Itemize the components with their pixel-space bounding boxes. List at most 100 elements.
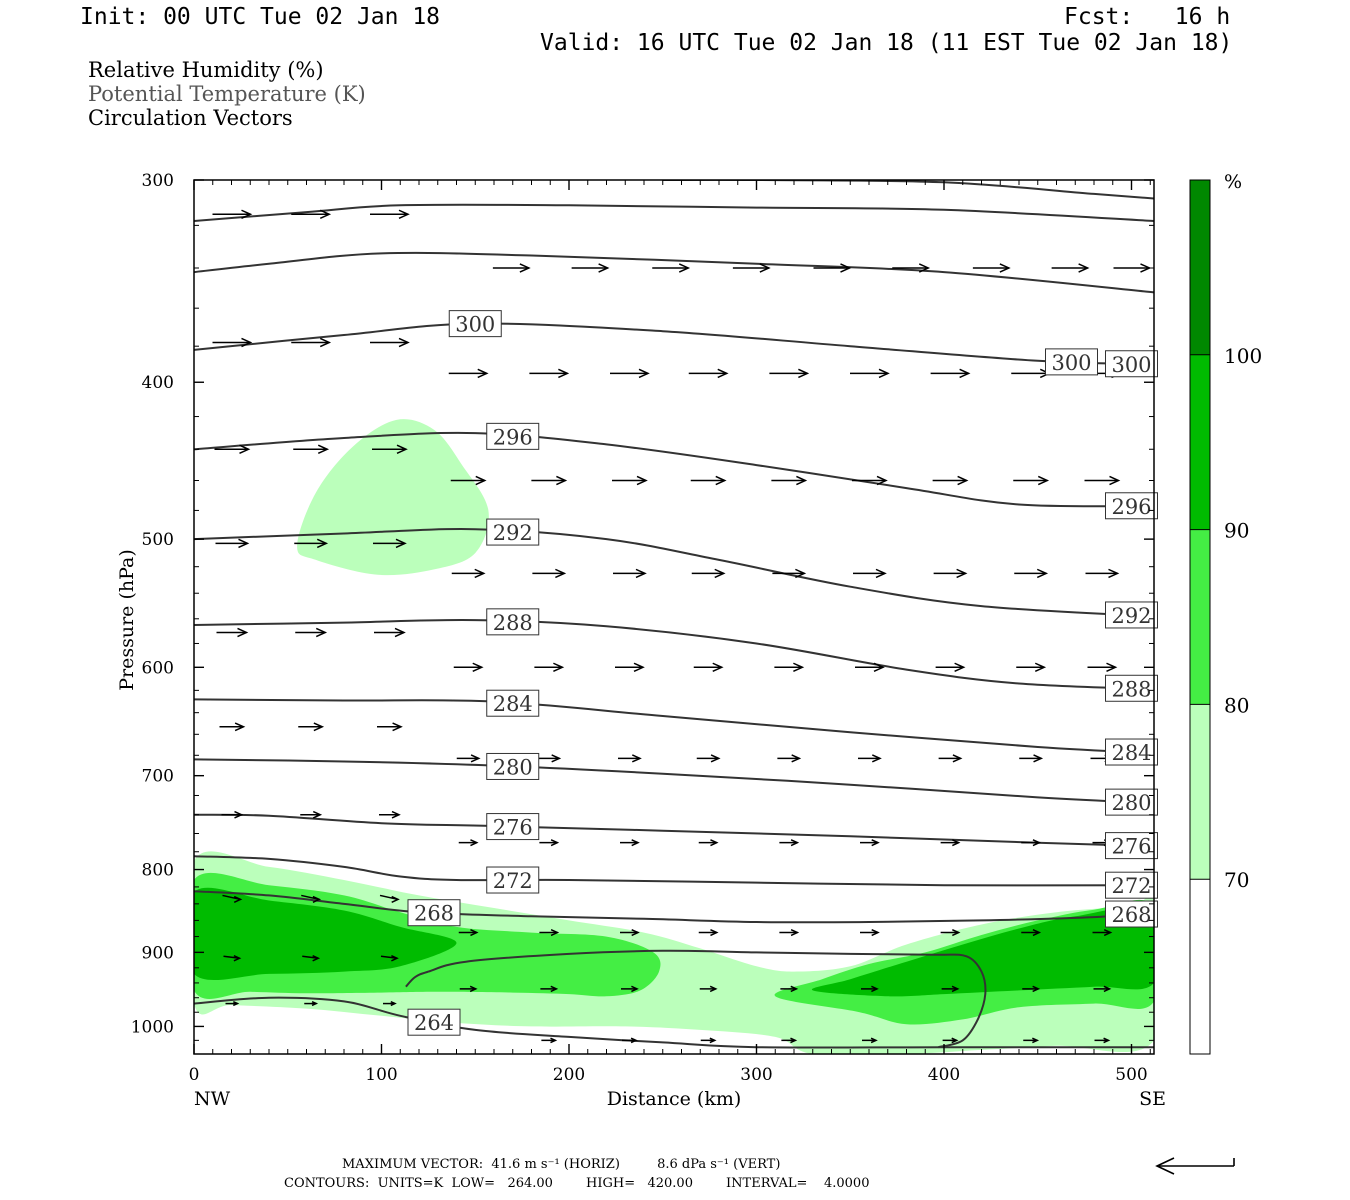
vector-arrow xyxy=(379,810,401,819)
vector-head xyxy=(550,929,560,937)
vector-head xyxy=(395,538,407,549)
vector-arrow xyxy=(300,810,323,819)
vector-head xyxy=(319,337,332,348)
vector-head xyxy=(709,1037,717,1044)
vector-head xyxy=(550,985,559,993)
vector-arrow xyxy=(380,955,399,962)
theta-label-box xyxy=(486,752,540,780)
vector-arrow xyxy=(448,368,489,379)
vector-arrow xyxy=(1021,839,1042,847)
theta-contour-264 xyxy=(194,996,1154,1049)
vector-arrow xyxy=(771,475,808,486)
vector-arrow xyxy=(855,662,885,673)
vector-head xyxy=(312,810,323,819)
theta-contour-layer xyxy=(194,180,1154,1049)
theta-label-268: 268 xyxy=(1105,900,1158,928)
vector-arrow xyxy=(532,568,567,579)
vector-arrow xyxy=(615,662,645,673)
vector-head xyxy=(233,895,243,903)
vector-arrow xyxy=(541,1037,558,1044)
vector-arrow xyxy=(531,475,568,486)
vector-arrow xyxy=(612,475,648,486)
vector-arrow xyxy=(691,568,726,579)
vector-head xyxy=(391,895,400,903)
vector-head xyxy=(472,662,484,673)
vector-arrow xyxy=(370,337,410,348)
vector-arrow xyxy=(370,209,410,220)
theta-label-text: 272 xyxy=(1111,874,1151,898)
vector-arrow xyxy=(304,1000,319,1007)
vector-head xyxy=(714,568,726,579)
vector-arrow xyxy=(777,754,802,763)
vector-arrow xyxy=(1011,368,1052,379)
theta-label-text: 300 xyxy=(1111,353,1151,377)
theta-label-text: 300 xyxy=(455,313,495,337)
theta-contour-304 xyxy=(194,251,1154,294)
vector-arrow xyxy=(451,568,486,579)
vector-arrow xyxy=(618,754,642,763)
max-vector-info: MAXIMUM VECTOR: 41.6 m s⁻¹ (HORIZ) 8.6 d… xyxy=(342,1157,781,1172)
theta-label-text: 292 xyxy=(493,521,533,545)
vector-head xyxy=(796,475,808,486)
vector-arrow xyxy=(621,985,639,993)
field-title-vectors: Circulation Vectors xyxy=(88,106,293,130)
theta-label-box xyxy=(486,866,540,894)
vector-head xyxy=(631,929,640,937)
vector-arrow xyxy=(291,337,332,348)
vector-head xyxy=(873,662,885,673)
vector-arrow xyxy=(850,368,890,379)
vector-head xyxy=(795,568,807,579)
theta-label-272: 272 xyxy=(1105,871,1158,899)
vector-head xyxy=(875,568,887,579)
vector-head xyxy=(638,368,650,379)
vector-arrow xyxy=(1023,1037,1040,1044)
vector-head xyxy=(315,627,328,638)
vector-head xyxy=(519,263,531,273)
vector-head xyxy=(709,985,718,993)
theta-label-box xyxy=(1105,832,1158,860)
vector-arrow xyxy=(539,839,560,847)
vector-arrow xyxy=(294,538,329,549)
init-time: Init: 00 UTC Tue 02 Jan 18 xyxy=(80,4,441,30)
theta-label-text: 280 xyxy=(493,755,533,779)
theta-label-292: 292 xyxy=(1105,601,1158,629)
vector-head xyxy=(553,662,565,673)
vector-head xyxy=(793,662,805,673)
theta-contour-280 xyxy=(194,758,1154,805)
vector-head xyxy=(871,929,880,937)
vector-arrow xyxy=(215,538,250,549)
vector-arrow xyxy=(781,1037,798,1044)
vector-head xyxy=(1032,1037,1040,1044)
theta-label-box xyxy=(407,1008,461,1036)
vector-head xyxy=(631,985,639,993)
colorbar-frame xyxy=(1189,179,1211,1055)
vector-arrow xyxy=(693,662,724,673)
theta-label-264: 264 xyxy=(407,1008,461,1036)
vector-head xyxy=(313,722,325,732)
field-title-theta: Potential Temperature (K) xyxy=(88,82,366,106)
theta-label-300: 300 xyxy=(1045,348,1098,376)
right-end-label: SE xyxy=(1139,1088,1166,1110)
theta-contour-288 xyxy=(194,618,1154,691)
vector-arrow xyxy=(212,209,253,220)
y-tick-label: 500 xyxy=(142,530,174,550)
theta-label-300: 300 xyxy=(1105,350,1158,378)
vector-arrow xyxy=(772,568,807,579)
vector-arrow xyxy=(450,475,487,486)
vector-arrow xyxy=(374,627,406,638)
vector-head xyxy=(551,754,562,763)
theta-contour-312 xyxy=(662,180,1154,200)
vector-arrow xyxy=(1094,1037,1111,1044)
theta-label-288: 288 xyxy=(1105,674,1158,702)
vector-head xyxy=(234,722,246,732)
forecast-hour: Fcst: 16 h xyxy=(1064,4,1231,30)
vector-head xyxy=(1036,568,1049,579)
rh-region-90 xyxy=(811,906,1154,997)
y-tick-label: 700 xyxy=(142,767,174,787)
vector-head xyxy=(876,475,888,486)
vector-arrow xyxy=(539,929,560,937)
vector-arrow xyxy=(379,894,400,903)
theta-contour-300 xyxy=(194,322,1154,366)
theta-label-text: 292 xyxy=(1111,604,1151,628)
vector-head xyxy=(952,929,961,937)
